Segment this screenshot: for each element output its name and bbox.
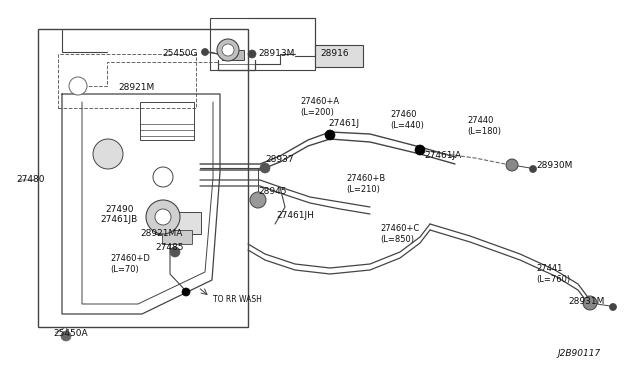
- Bar: [315, 45, 363, 67]
- Circle shape: [202, 48, 209, 55]
- Text: J2B90117: J2B90117: [557, 350, 600, 359]
- Circle shape: [153, 167, 173, 187]
- Circle shape: [248, 50, 256, 58]
- Text: 27460
(L=440): 27460 (L=440): [390, 110, 424, 130]
- Text: 28921M: 28921M: [118, 83, 154, 93]
- Text: 27490: 27490: [105, 205, 134, 214]
- Bar: [58, 54, 196, 108]
- Text: 28916: 28916: [320, 49, 349, 58]
- Text: 28945: 28945: [258, 187, 287, 196]
- Bar: [155, 212, 201, 234]
- Circle shape: [415, 145, 425, 155]
- Bar: [222, 50, 244, 60]
- Bar: [210, 18, 315, 70]
- Text: TO RR WASH: TO RR WASH: [213, 295, 262, 305]
- Circle shape: [325, 130, 335, 140]
- Text: 27460+C
(L=850): 27460+C (L=850): [380, 224, 419, 244]
- Text: 27440
(L=180): 27440 (L=180): [467, 116, 501, 136]
- Circle shape: [146, 200, 180, 234]
- Text: 28937: 28937: [265, 155, 294, 164]
- Text: 25450G: 25450G: [163, 49, 198, 58]
- Text: 28913M: 28913M: [258, 49, 294, 58]
- Text: 28930M: 28930M: [536, 160, 572, 170]
- Circle shape: [217, 39, 239, 61]
- Circle shape: [61, 331, 71, 341]
- Text: 25450A: 25450A: [53, 330, 88, 339]
- Text: 28921MA: 28921MA: [140, 230, 182, 238]
- Circle shape: [609, 304, 616, 311]
- Text: 27461JB: 27461JB: [100, 215, 137, 224]
- Circle shape: [170, 247, 180, 257]
- Circle shape: [506, 159, 518, 171]
- Circle shape: [182, 288, 190, 296]
- Bar: [162, 230, 192, 244]
- Circle shape: [222, 44, 234, 56]
- Circle shape: [529, 166, 536, 173]
- Text: 28931M: 28931M: [568, 298, 604, 307]
- Bar: [38, 29, 248, 327]
- Circle shape: [155, 209, 171, 225]
- Text: 27441
(L=760): 27441 (L=760): [536, 264, 570, 284]
- Text: 27461JH: 27461JH: [276, 212, 314, 221]
- Text: 27461JA: 27461JA: [424, 151, 461, 160]
- Circle shape: [583, 296, 597, 310]
- Circle shape: [260, 163, 270, 173]
- Text: 27460+B
(L=210): 27460+B (L=210): [346, 174, 385, 194]
- Circle shape: [93, 139, 123, 169]
- Circle shape: [69, 77, 87, 95]
- Circle shape: [250, 192, 266, 208]
- Bar: [140, 102, 194, 140]
- Text: 27480: 27480: [16, 176, 45, 185]
- Text: 27460+D
(L=70): 27460+D (L=70): [110, 254, 150, 274]
- Text: 27460+A
(L=200): 27460+A (L=200): [300, 97, 339, 117]
- Text: 27461J: 27461J: [328, 119, 359, 128]
- Text: 27485: 27485: [155, 243, 184, 251]
